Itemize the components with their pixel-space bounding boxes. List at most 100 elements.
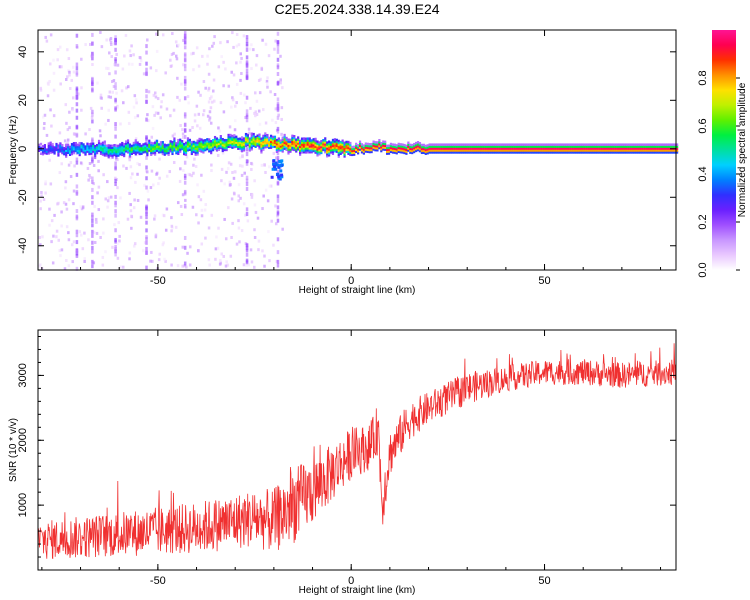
spectrogram-cell	[198, 145, 201, 149]
spectrogram-cell	[378, 142, 381, 146]
spectrogram-cell	[63, 150, 66, 154]
spectrogram-cell	[194, 141, 197, 145]
spectrogram-spike	[245, 55, 249, 60]
spectrogram-cell	[235, 141, 238, 144]
spectrogram-cell	[302, 141, 306, 144]
spectrogram-cell	[225, 140, 228, 144]
spectrogram-cell	[320, 141, 323, 145]
spectrogram-cell	[254, 137, 257, 141]
spectrogram-cell	[598, 143, 601, 146]
spectrogram-cell	[130, 144, 133, 148]
spectrogram-speckle	[159, 116, 162, 120]
spectrogram-cell	[438, 147, 441, 150]
spectrogram-cell	[94, 150, 97, 154]
spectrogram-cell	[171, 146, 174, 150]
spectrogram-cell	[67, 145, 70, 149]
spectrogram-cell	[125, 144, 128, 147]
spectrogram-cell	[297, 138, 300, 141]
snr-xtick-label: 50	[538, 575, 550, 587]
spectrogram-cell	[633, 151, 636, 154]
spectrogram-cell	[38, 149, 41, 152]
spectrogram-cell	[82, 147, 85, 150]
spectrogram-cell	[415, 147, 418, 151]
spectrogram-cell	[196, 149, 199, 152]
snr-xtick-label: -50	[150, 575, 166, 587]
spectrogram-cell	[310, 145, 313, 148]
spectrogram-cell	[179, 148, 182, 151]
spectrogram-speckle	[114, 124, 117, 128]
spectrogram-speckle	[133, 242, 137, 246]
spectrogram-cell	[86, 150, 89, 153]
spectrogram-cell	[154, 141, 157, 145]
spectrogram-cell	[140, 152, 143, 155]
spectrogram-cell	[554, 143, 557, 146]
spectrogram-cell	[625, 151, 628, 154]
spectrogram-cell	[337, 145, 340, 149]
spectrogram-spike	[245, 47, 249, 52]
spectrogram-cell	[314, 141, 317, 145]
spectrogram-cell	[186, 139, 190, 142]
spectrogram-cell	[618, 143, 621, 146]
spectrogram-cell	[53, 148, 56, 151]
spectrogram-cell	[250, 144, 253, 147]
spectrogram-speckle	[104, 250, 107, 254]
spectrogram-cell	[500, 151, 503, 154]
spectrogram-cell	[389, 146, 393, 150]
spectrogram-cell	[233, 143, 236, 147]
spectrogram-speckle	[218, 129, 222, 133]
spectrogram-cell	[109, 146, 112, 149]
spectrogram-cell	[546, 147, 549, 150]
spectrogram-cell	[47, 144, 50, 147]
spectrogram-cell	[322, 140, 325, 144]
spectrogram-speckle	[261, 249, 264, 253]
snr-frame	[37, 329, 677, 571]
spectrogram-cell	[621, 149, 625, 152]
spectrogram-cell	[509, 143, 512, 146]
spectrogram-speckle	[170, 263, 173, 267]
spectrogram-cell	[194, 143, 197, 147]
spectrogram-cell	[212, 144, 215, 148]
spectrogram-cell	[567, 147, 570, 150]
spectrogram-cell	[210, 147, 213, 151]
spectrogram-speckle	[238, 156, 242, 160]
spectrogram-cell	[169, 149, 172, 153]
spectrogram-cell	[258, 143, 261, 146]
snr-ytick-label: 2000	[17, 428, 29, 452]
spectrogram-cell	[353, 145, 356, 149]
spectrogram-speckle	[182, 38, 185, 42]
spectrogram-cell	[579, 143, 582, 146]
spectrogram-cell	[364, 146, 367, 149]
spectrogram-cell	[328, 150, 331, 153]
spectrogram-cell	[186, 146, 190, 150]
spectrogram-cell	[397, 142, 400, 146]
spectrogram-speckle	[39, 243, 42, 247]
spectrogram-speckle	[186, 95, 190, 99]
spectrogram-speckle	[64, 202, 68, 206]
spectrogram-cell	[111, 150, 114, 153]
spectrogram-speckle	[268, 184, 272, 188]
spectrogram-spike	[75, 88, 79, 93]
spectrogram-cell	[144, 146, 147, 149]
spectrogram-cell	[314, 151, 317, 154]
spectrogram-cell	[225, 146, 228, 150]
spectrogram-cell	[473, 151, 476, 154]
spectrogram-cell	[279, 164, 283, 168]
spectrogram-cell	[308, 141, 311, 144]
spectrogram-cell	[103, 148, 106, 151]
spectrogram-speckle	[146, 119, 150, 123]
spectrogram-speckle	[106, 199, 110, 203]
spectrogram-cell	[70, 146, 74, 150]
spectrogram-cell	[370, 142, 373, 146]
spectrogram-cell	[318, 143, 321, 146]
spectrogram-cell	[310, 150, 313, 154]
spectrogram-cell	[513, 149, 516, 152]
spectrogram-cell	[138, 152, 141, 156]
spectrogram-cell	[134, 152, 137, 156]
spectrogram-cell	[536, 151, 539, 154]
spectrogram-speckle	[250, 195, 254, 199]
spectrogram-cell	[565, 151, 568, 154]
spectrogram-cell	[273, 135, 277, 139]
spectrogram-cell	[287, 152, 290, 155]
spectrogram-cell	[556, 145, 559, 148]
spectrogram-spike	[91, 88, 94, 93]
